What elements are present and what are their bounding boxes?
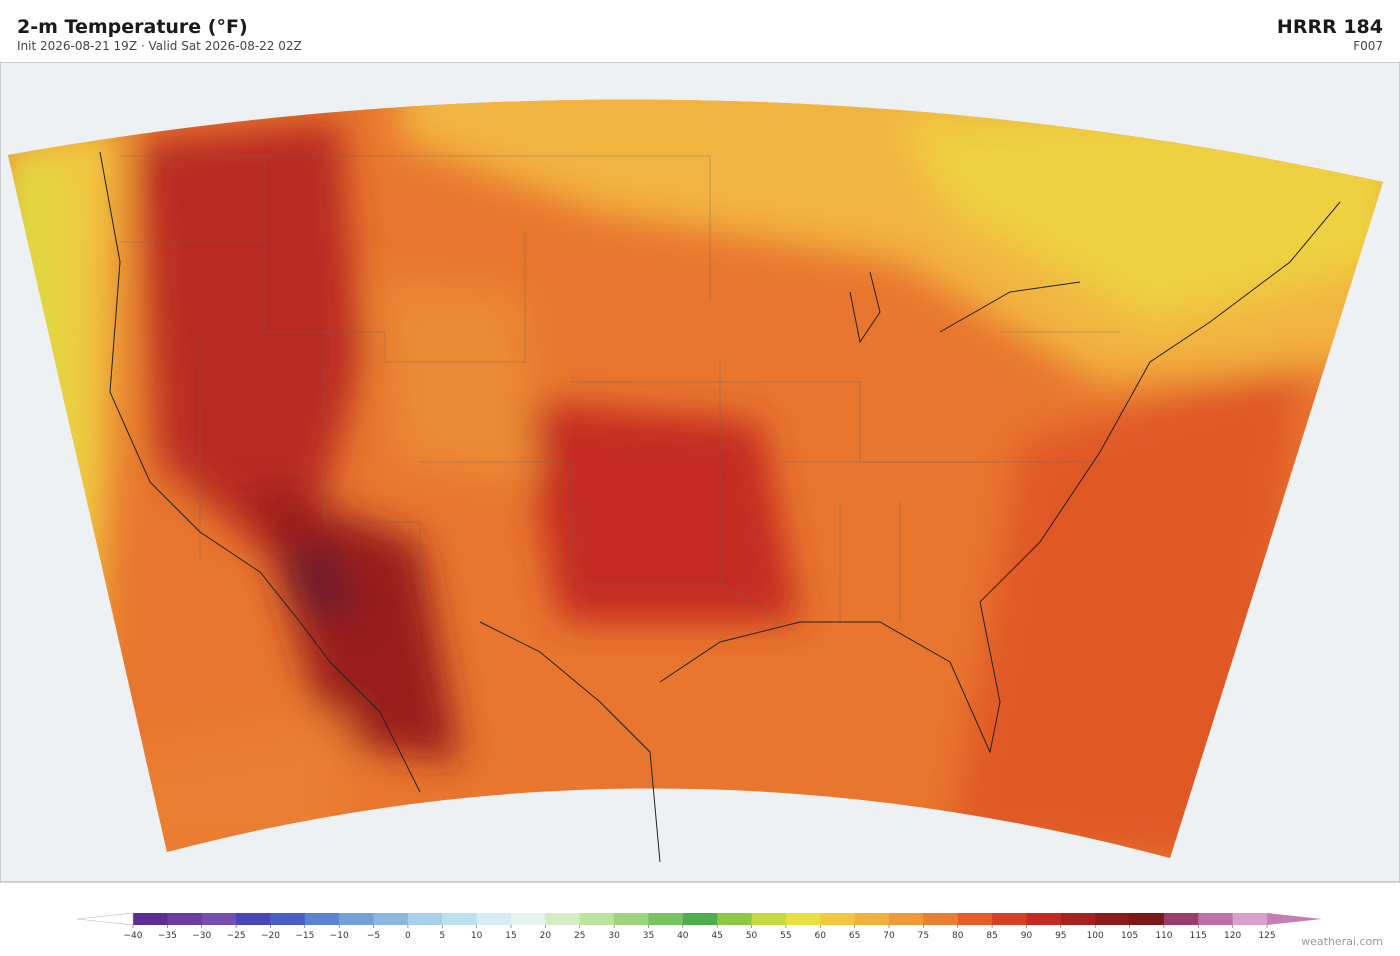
colorbar-segment	[923, 913, 959, 925]
colorbar-segment	[339, 913, 375, 925]
colorbar-tick-label: 70	[883, 931, 895, 940]
colorbar-segment	[201, 913, 237, 925]
title: 2-m Temperature (°F)	[17, 16, 248, 38]
colorbar-segment	[751, 913, 787, 925]
colorbar-tick-label: −25	[227, 931, 246, 940]
colorbar-segment	[133, 913, 168, 925]
colorbar-tick-label: 20	[540, 931, 552, 940]
colorbar-tick-label: 80	[952, 931, 964, 940]
colorbar-segment	[476, 913, 512, 925]
colorbar-segment	[407, 913, 443, 925]
colorbar-tick-label: 10	[471, 931, 483, 940]
colorbar-tick-label: −5	[367, 931, 380, 940]
colorbar-tick-label: 35	[643, 931, 654, 940]
colorbar-tick-label: −15	[295, 931, 314, 940]
map	[0, 62, 1400, 883]
colorbar-tick-label: 125	[1258, 931, 1275, 940]
colorbar-tick-label: 25	[574, 931, 585, 940]
colorbar-segment	[1198, 913, 1234, 925]
coastlines	[99, 151, 1341, 863]
colorbar-tick-label: 110	[1155, 931, 1172, 940]
colorbar-tick-label: 75	[918, 931, 929, 940]
colorbar-tick-label: −10	[330, 931, 349, 940]
colorbar-segment	[1163, 913, 1199, 925]
colorbar-tick-label: −40	[124, 931, 143, 940]
model-label: HRRR 184	[1276, 16, 1383, 38]
colorbar-segment	[957, 913, 993, 925]
colorbar-extend-min	[76, 912, 134, 926]
colorbar-tick-label: 0	[405, 931, 411, 940]
colorbar-segment	[373, 913, 409, 925]
colorbar-segment	[682, 913, 718, 925]
colorbar-tick-label: 95	[1055, 931, 1066, 940]
colorbar: −40 −35 −30 −25 −20 −15 −10 −5 0 5 10 15 20 25 30 35 40 4…	[76, 912, 1322, 940]
colorbar-tick-label: 115	[1190, 931, 1207, 940]
colorbar-segment	[167, 913, 203, 925]
forecast-hour: F007	[1353, 39, 1383, 53]
colorbar-segment	[820, 913, 856, 925]
colorbar-segment	[1060, 913, 1096, 925]
colorbar-tick-label: 55	[780, 931, 791, 940]
colorbar-tick-label: 65	[849, 931, 860, 940]
colorbar-tick-label: 120	[1224, 931, 1241, 940]
colorbar-segment	[545, 913, 581, 925]
colorbar-segment	[1232, 913, 1268, 925]
subtitle: Init 2026-08-21 19Z · Valid Sat 2026-08-…	[17, 39, 302, 53]
colorbar-segment	[648, 913, 684, 925]
colorbar-segment	[1129, 913, 1165, 925]
colorbar-tick-label: 50	[746, 931, 758, 940]
colorbar-segment	[889, 913, 924, 925]
colorbar-tick-label: −30	[192, 931, 211, 940]
colorbar-segment	[304, 913, 340, 925]
colorbar-extend-max	[1267, 913, 1322, 925]
credit: weatherai.com	[1301, 935, 1383, 948]
colorbar-segment	[442, 913, 478, 925]
colorbar-segment	[1026, 913, 1062, 925]
colorbar-tick-label: 30	[608, 931, 620, 940]
state-borders	[120, 155, 1120, 623]
colorbar-segment	[1095, 913, 1131, 925]
colorbar-segment	[717, 913, 753, 925]
colorbar-tick-label: 100	[1087, 931, 1104, 940]
colorbar-tick-label: −20	[261, 931, 280, 940]
colorbar-segment	[579, 913, 615, 925]
colorbar-tick-label: 90	[1021, 931, 1033, 940]
colorbar-segment	[511, 913, 546, 925]
colorbar-tick-label: 45	[711, 931, 722, 940]
colorbar-tick-label: −35	[158, 931, 177, 940]
temperature-field	[8, 99, 1383, 859]
colorbar-tick-label: 60	[815, 931, 827, 940]
colorbar-segment	[236, 913, 271, 925]
colorbar-tick-label: 105	[1121, 931, 1138, 940]
colorbar-segment	[270, 913, 306, 925]
colorbar-segment	[992, 913, 1027, 925]
colorbar-tick-label: 85	[986, 931, 997, 940]
colorbar-segment	[854, 913, 890, 925]
colorbar-segment	[614, 913, 649, 925]
colorbar-tick-label: 40	[677, 931, 689, 940]
colorbar-tick-label: 15	[505, 931, 516, 940]
colorbar-tick-label: 5	[439, 931, 445, 940]
colorbar-segment	[785, 913, 821, 925]
